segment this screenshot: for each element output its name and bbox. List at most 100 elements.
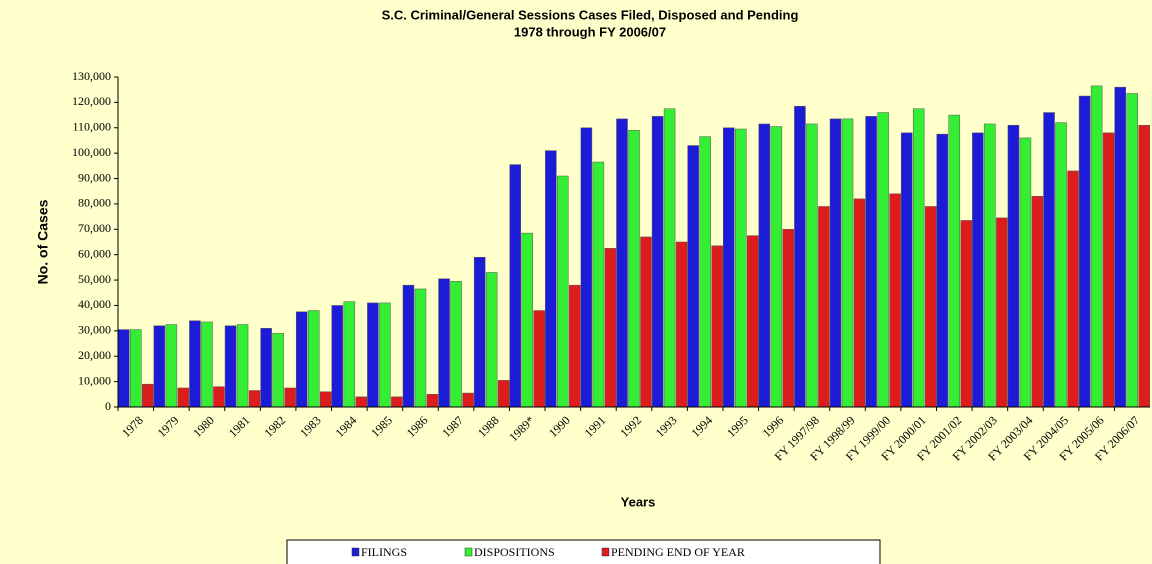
bar [663, 108, 676, 408]
bar [616, 118, 628, 408]
bar [604, 248, 617, 408]
chart-subtitle: 1978 through FY 2006/07 [514, 24, 666, 39]
bar [236, 324, 249, 408]
bar [1067, 170, 1079, 408]
bar [1043, 112, 1055, 408]
bar [770, 126, 783, 408]
bar [213, 386, 225, 408]
legend-label: PENDING END OF YEAR [611, 545, 745, 559]
bar [747, 235, 759, 408]
bar [853, 198, 866, 408]
bar [557, 175, 569, 408]
bar [438, 278, 450, 408]
bar [201, 321, 213, 408]
bar [865, 116, 877, 408]
bar [497, 380, 510, 408]
legend-swatch [351, 547, 360, 557]
bar [1114, 86, 1126, 408]
y-tick-label: 40,000 [78, 297, 111, 311]
bar [735, 128, 747, 408]
bar [889, 193, 901, 408]
bar [1031, 196, 1044, 408]
bar [580, 127, 593, 408]
bar [687, 145, 699, 408]
bar [758, 123, 771, 408]
bar [806, 123, 818, 408]
bar [996, 217, 1008, 408]
bar [367, 302, 379, 408]
bar [343, 301, 356, 408]
bar [782, 229, 795, 408]
bar [521, 232, 533, 408]
bar [711, 245, 723, 408]
legend-swatch [601, 547, 610, 557]
bar [841, 118, 854, 408]
bar [569, 284, 581, 408]
bar [699, 136, 711, 408]
bar [130, 329, 142, 408]
bar [1055, 122, 1067, 408]
bar [1019, 137, 1032, 408]
y-axis-label: No. of Cases [35, 199, 51, 284]
bar [900, 132, 913, 408]
bar [533, 310, 545, 408]
bar [272, 333, 284, 408]
chart-title: S.C. Criminal/General Sessions Cases Fil… [382, 7, 799, 22]
legend-label: FILINGS [361, 545, 407, 559]
bar [1126, 93, 1138, 408]
bar [189, 320, 201, 408]
bar [818, 206, 830, 408]
y-tick-label: 120,000 [72, 94, 111, 108]
bar [307, 310, 320, 408]
bar [675, 241, 688, 408]
bar [1102, 132, 1115, 408]
bar [651, 116, 664, 408]
bar [473, 256, 486, 408]
bar [165, 324, 178, 408]
bar [485, 272, 498, 408]
legend-label: DISPOSITIONS [474, 545, 555, 559]
y-tick-label: 20,000 [78, 348, 111, 362]
bar [877, 112, 889, 408]
bar [948, 114, 961, 408]
bar [912, 108, 925, 408]
bar [462, 392, 474, 408]
bar [391, 396, 403, 408]
bar [142, 383, 154, 408]
bar [402, 284, 415, 408]
bar [355, 396, 368, 408]
bar [723, 127, 735, 408]
y-tick-label: 0 [105, 399, 111, 413]
y-tick-label: 110,000 [72, 120, 111, 134]
y-tick-label: 80,000 [78, 196, 111, 210]
bar [1090, 85, 1103, 408]
y-tick-label: 70,000 [78, 221, 111, 235]
bar [224, 325, 237, 408]
y-tick-label: 10,000 [78, 373, 111, 387]
y-tick-label: 100,000 [72, 145, 111, 159]
y-tick-label: 130,000 [72, 69, 111, 83]
bar [936, 133, 949, 408]
bar [984, 123, 996, 408]
bar [450, 281, 462, 408]
bar [153, 325, 166, 408]
bar [1138, 124, 1150, 408]
y-tick-label: 30,000 [78, 323, 111, 337]
legend-box [286, 539, 881, 564]
y-tick-label: 60,000 [78, 246, 111, 260]
bar [924, 206, 937, 408]
bar [248, 390, 261, 408]
bar [414, 288, 427, 408]
bar [960, 220, 973, 408]
y-tick-label: 90,000 [78, 170, 111, 184]
bar [319, 391, 332, 408]
bar [972, 132, 984, 408]
bar [260, 328, 272, 408]
x-axis-label: Years [621, 494, 656, 509]
bar [177, 387, 190, 408]
bar [1078, 95, 1091, 408]
bar [331, 305, 344, 408]
bar [545, 150, 557, 408]
bar [295, 311, 308, 408]
